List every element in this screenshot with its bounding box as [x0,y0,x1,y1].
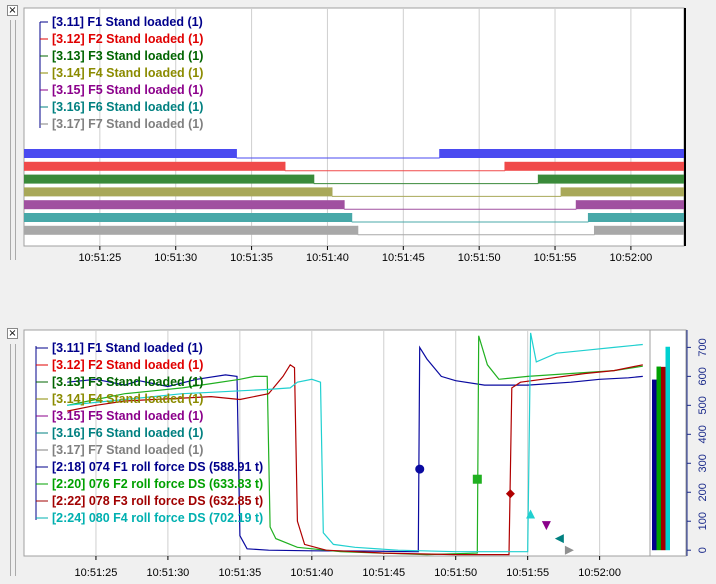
legend-item-label: [2:22] 078 F3 roll force DS (632.85 t) [52,494,263,508]
legend: [3.11] F1 Stand loaded (1) [3.12] F2 Stan… [35,341,263,525]
x-tick-label: 10:51:30 [154,252,197,264]
legend-item-label: [2:24] 080 F4 roll force DS (702.19 t) [52,511,263,525]
y-tick-label: 500 [697,396,709,414]
roll-force-panel: × 10:51:25 10:51:30 10:51:35 10:51:40 10:51:… [0,324,716,584]
trace-high-segment [439,149,684,158]
legend-item-label: [2:20] 076 F2 roll force DS (633.83 t) [52,477,263,491]
stand-status-panel: × 10:51:25 10:51:30 10:51:35 10:51:40 10:51:… [0,0,716,268]
x-tick-label: 10:51:40 [306,252,349,264]
legend-item-label: [3.11] F1 Stand loaded (1) [52,15,203,29]
legend-item-label: [3.17] F7 Stand loaded (1) [52,117,203,131]
x-tick-label: 10:52:00 [609,252,652,264]
stand-loaded-trace [24,187,684,197]
legend-item-label: [3.13] F3 Stand loaded (1) [52,49,203,63]
stand-loaded-trace [24,161,684,172]
legend-item-label: [3.15] F5 Stand loaded (1) [52,83,203,97]
trace-high-segment [588,213,684,222]
trace-high-segment [504,161,684,171]
stand-loaded-trace [24,174,684,185]
legend-item-label: [3.12] F2 Stand loaded (1) [52,32,203,46]
plot-content [67,332,643,556]
roll-force-line [67,335,643,556]
trace-high-segment [561,187,684,197]
legend-item-label: [3.16] F6 Stand loaded (1) [52,426,203,440]
stand-loaded-trace [24,149,684,159]
x-tick-label: 10:51:45 [382,252,425,264]
legend-item-label: [3.13] F3 Stand loaded (1) [52,375,203,389]
trace-high-segment [24,213,352,222]
x-tick-label: 10:51:40 [290,567,333,579]
x-tick-label: 10:51:25 [75,567,118,579]
trace-high-segment [538,174,684,184]
trace-high-segment [24,174,314,184]
y-tick-label: 300 [697,454,709,472]
y-tick-label: 0 [697,547,709,553]
series-marker [526,509,536,519]
roll-force-line [67,345,643,553]
close-icon[interactable]: × [7,5,18,16]
stand-loaded-trace [24,225,684,236]
y-tick-label: 100 [697,512,709,530]
panel-grip[interactable] [10,344,16,576]
roll-force-chart: 10:51:25 10:51:30 10:51:35 10:51:40 10:51:45… [23,329,709,579]
value-bar [656,366,661,551]
trace-high-segment [24,187,332,197]
stand-status-chart: 10:51:25 10:51:30 10:51:35 10:51:40 10:51:45… [23,7,686,264]
x-tick-label: 10:52:00 [578,567,621,579]
legend-item-label: [2:18] 074 F1 roll force DS (588.91 t) [52,460,263,474]
y-tick-label: 200 [697,483,709,501]
series-marker [505,489,515,499]
value-bar [652,379,657,551]
trace-high-segment [24,149,237,158]
value-bar [665,346,670,551]
y-tick-label: 400 [697,425,709,443]
legend-item-label: [3.17] F7 Stand loaded (1) [52,443,203,457]
series-marker [564,545,574,555]
legend-item-label: [3.16] F6 Stand loaded (1) [52,100,203,114]
trace-high-segment [24,200,345,210]
x-tick-label: 10:51:50 [458,252,501,264]
trace-high-segment [576,200,684,210]
x-tick-label: 10:51:25 [78,252,121,264]
close-icon[interactable]: × [7,328,18,339]
trace-high-segment [24,225,358,235]
legend-item-label: [3.14] F4 Stand loaded (1) [52,392,203,406]
y-tick-label: 600 [697,367,709,385]
trace-high-segment [24,161,285,171]
legend-item-label: [3.12] F2 Stand loaded (1) [52,358,203,372]
stand-loaded-trace [24,213,684,223]
x-tick-label: 10:51:30 [146,567,189,579]
x-tick-label: 10:51:45 [362,567,405,579]
series-marker [541,521,551,531]
roll-force-line [67,332,643,553]
x-tick-label: 10:51:55 [506,567,549,579]
stand-loaded-trace [24,200,684,210]
x-tick-label: 10:51:35 [218,567,261,579]
legend-item-label: [3.14] F4 Stand loaded (1) [52,66,203,80]
panel-grip[interactable] [10,20,16,260]
value-bar [661,366,666,551]
trace-high-segment [594,225,684,235]
x-tick-label: 10:51:50 [434,567,477,579]
legend-item-label: [3.11] F1 Stand loaded (1) [52,341,203,355]
legend: [3.11] F1 Stand loaded (1) [3.12] F2 Stan… [39,15,203,131]
legend-item-label: [3.15] F5 Stand loaded (1) [52,409,203,423]
y-tick-label: 700 [697,338,709,356]
roll-force-line [67,363,643,556]
series-marker [472,474,482,484]
series-marker [554,534,564,544]
plot-area [23,329,651,557]
x-tick-label: 10:51:55 [534,252,577,264]
x-tick-label: 10:51:35 [230,252,273,264]
series-marker [415,464,425,474]
